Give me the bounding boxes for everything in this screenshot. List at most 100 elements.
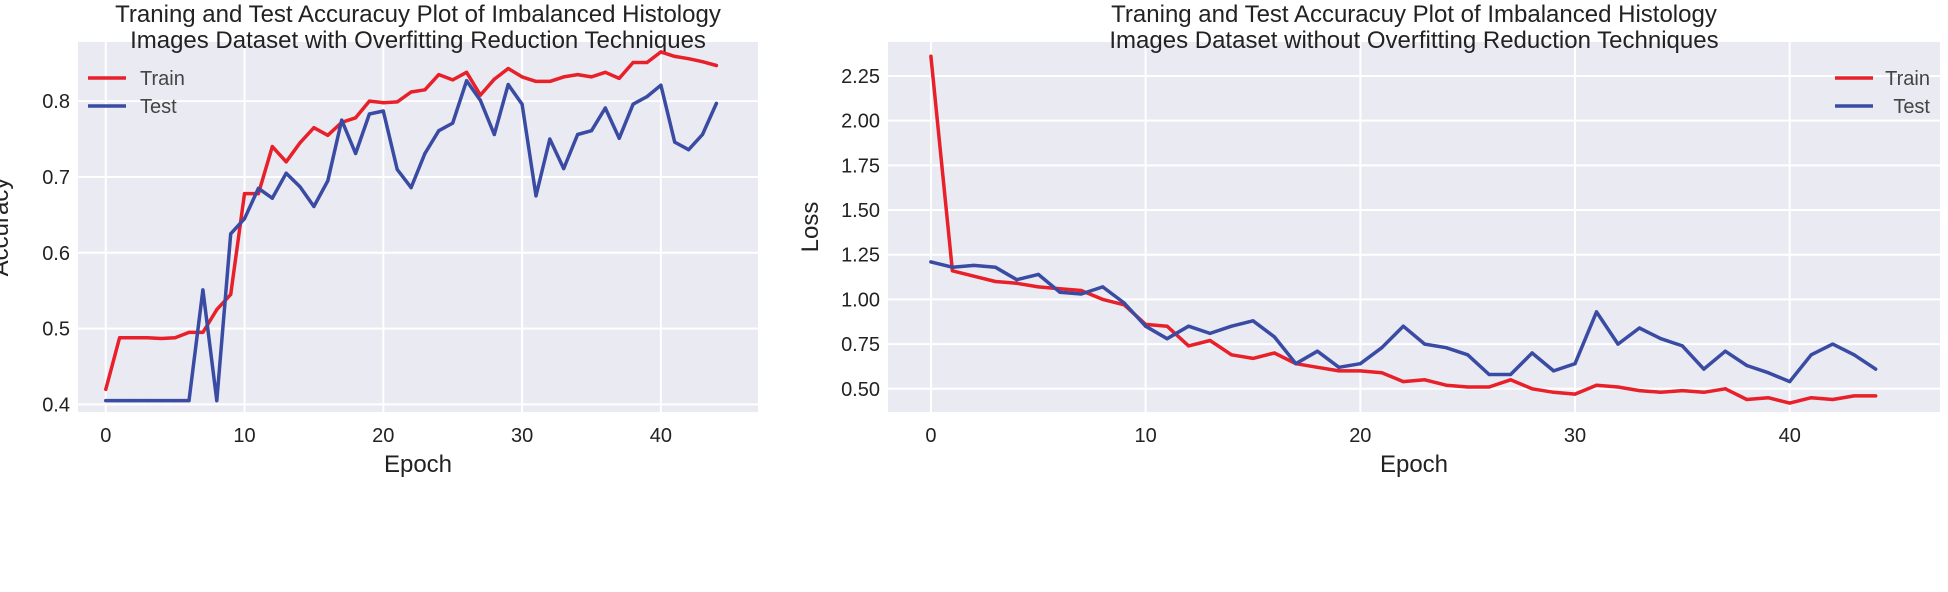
x-tick-label: 10 — [233, 425, 255, 447]
data-point-test — [1723, 349, 1727, 353]
data-point-train — [617, 76, 621, 80]
data-point-train — [1272, 351, 1277, 355]
data-point-test — [700, 132, 705, 137]
data-point-train — [159, 336, 163, 341]
y-tick-label: 0.7 — [42, 167, 70, 189]
data-point-test — [1680, 344, 1684, 348]
data-point-test — [145, 399, 149, 403]
chart-title-line: Traning and Test Accuracuy Plot of Imbal… — [1111, 1, 1717, 28]
data-point-test — [1766, 371, 1770, 375]
data-point-train — [229, 292, 233, 297]
data-point-train — [1659, 390, 1663, 394]
x-axis-label: Epoch — [1380, 451, 1448, 478]
data-point-test — [1101, 285, 1105, 289]
data-point-test — [159, 399, 163, 403]
x-tick-label: 0 — [100, 425, 111, 447]
data-point-test — [451, 121, 455, 125]
data-point-train — [1229, 353, 1234, 357]
x-tick-label: 30 — [1564, 425, 1586, 447]
data-point-train — [1466, 385, 1470, 389]
data-point-test — [326, 179, 330, 183]
x-tick-label: 30 — [511, 425, 533, 447]
data-point-test — [589, 129, 594, 133]
data-point-test — [437, 129, 441, 133]
data-point-train — [1680, 388, 1684, 393]
data-point-test — [1852, 353, 1856, 357]
data-point-test — [131, 399, 136, 403]
data-point-train — [451, 78, 455, 82]
data-point-train — [1251, 356, 1255, 360]
data-point-train — [1101, 297, 1105, 301]
chart-title-line: Images Dataset with Overfitting Reductio… — [130, 27, 706, 54]
data-point-train — [929, 54, 933, 58]
data-point-test — [1616, 342, 1620, 346]
legend-label: Train — [1885, 68, 1930, 90]
data-point-test — [1509, 372, 1513, 377]
data-point-train — [1079, 288, 1083, 293]
data-point-train — [575, 73, 580, 77]
data-point-test — [993, 265, 997, 269]
data-point-train — [659, 50, 663, 54]
data-point-train — [1788, 401, 1792, 405]
x-tick-label: 20 — [1349, 425, 1371, 447]
data-point-train — [631, 60, 635, 65]
data-point-test — [1487, 372, 1491, 377]
data-point-test — [631, 102, 635, 106]
data-point-train — [1766, 396, 1770, 400]
data-point-train — [1186, 344, 1191, 348]
data-point-test — [1551, 369, 1556, 373]
data-point-test — [1144, 324, 1148, 328]
data-point-test — [603, 106, 607, 110]
data-point-test — [464, 79, 469, 83]
data-point-test — [534, 194, 538, 198]
data-point-test — [929, 260, 933, 264]
data-point-train — [1444, 383, 1448, 387]
data-point-train — [1401, 380, 1405, 384]
data-point-test — [1745, 363, 1749, 368]
data-point-train — [687, 57, 691, 61]
data-point-test — [1659, 337, 1663, 341]
y-tick-label: 0.50 — [841, 379, 880, 401]
data-point-train — [492, 77, 496, 81]
data-point-train — [131, 336, 136, 340]
data-point-train — [1337, 369, 1341, 373]
data-point-train — [972, 274, 976, 278]
data-point-train — [118, 336, 122, 340]
data-point-train — [326, 133, 330, 137]
data-point-test — [714, 101, 718, 106]
data-point-train — [603, 70, 607, 74]
data-point-test — [1272, 335, 1277, 339]
data-point-test — [242, 217, 247, 221]
data-point-train — [534, 79, 538, 84]
data-point-test — [312, 204, 316, 209]
data-point-test — [270, 196, 274, 200]
x-tick-label: 20 — [372, 425, 394, 447]
legend-label: Test — [140, 96, 177, 118]
data-point-test — [1594, 310, 1599, 314]
data-point-train — [270, 145, 274, 149]
data-point-train — [395, 100, 399, 104]
data-point-train — [187, 330, 191, 334]
data-point-train — [464, 70, 469, 74]
data-point-test — [575, 132, 580, 137]
data-point-test — [520, 102, 524, 106]
data-point-train — [562, 75, 566, 79]
data-point-train — [1036, 285, 1040, 289]
y-tick-label: 0.4 — [42, 394, 70, 416]
data-point-train — [173, 336, 177, 340]
data-point-train — [1852, 394, 1856, 398]
data-point-train — [1423, 378, 1427, 382]
data-point-train — [1702, 390, 1706, 394]
data-point-test — [1423, 342, 1427, 346]
data-point-test — [353, 151, 358, 156]
data-point-train — [215, 308, 219, 312]
data-point-test — [1251, 319, 1255, 323]
data-point-train — [1745, 397, 1749, 402]
data-point-train — [1594, 383, 1599, 387]
data-point-train — [1873, 394, 1878, 398]
data-point-test — [1165, 337, 1169, 341]
data-point-train — [423, 88, 427, 92]
data-point-train — [201, 330, 205, 334]
data-point-train — [520, 75, 524, 79]
